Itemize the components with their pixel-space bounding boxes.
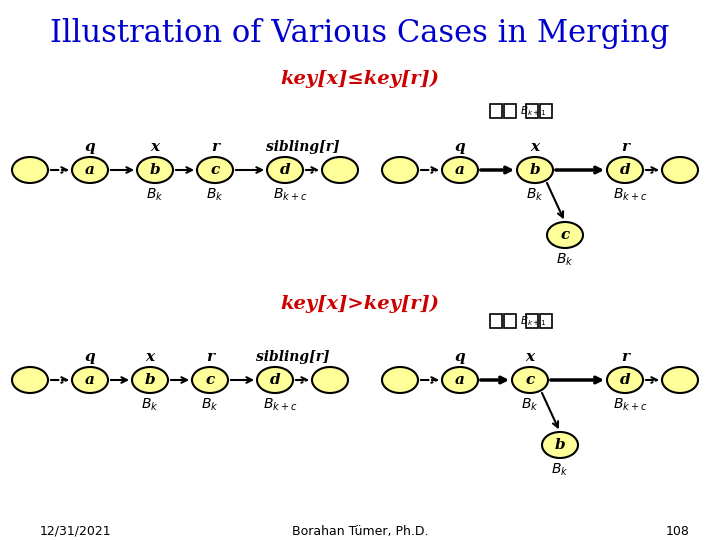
Text: 12/31/2021: 12/31/2021 <box>40 525 112 538</box>
Text: x: x <box>150 140 160 154</box>
Text: $B_{k+c}$: $B_{k+c}$ <box>273 187 307 204</box>
Text: $B_k$: $B_k$ <box>526 187 544 204</box>
Ellipse shape <box>12 367 48 393</box>
Text: 108: 108 <box>666 525 690 538</box>
Text: key[x]>key[r]): key[x]>key[r]) <box>281 295 439 313</box>
Text: x: x <box>526 350 534 364</box>
Ellipse shape <box>12 157 48 183</box>
Ellipse shape <box>132 367 168 393</box>
Text: b: b <box>554 438 565 452</box>
Text: q: q <box>85 140 95 154</box>
Bar <box>540 104 552 118</box>
Ellipse shape <box>382 367 418 393</box>
Bar <box>526 104 538 118</box>
Ellipse shape <box>662 157 698 183</box>
Ellipse shape <box>257 367 293 393</box>
Text: $B_{k+c}$: $B_{k+c}$ <box>263 397 297 414</box>
Text: d: d <box>270 373 280 387</box>
Text: x: x <box>145 350 155 364</box>
Ellipse shape <box>197 157 233 183</box>
Text: $B_k$: $B_k$ <box>521 397 539 414</box>
Ellipse shape <box>72 367 108 393</box>
Bar <box>490 314 502 328</box>
Text: Illustration of Various Cases in Merging: Illustration of Various Cases in Merging <box>50 18 670 49</box>
Ellipse shape <box>442 157 478 183</box>
Text: b: b <box>145 373 156 387</box>
Text: c: c <box>560 228 570 242</box>
Text: a: a <box>85 163 95 177</box>
Text: q: q <box>455 350 465 364</box>
Text: d: d <box>279 163 290 177</box>
Text: $B_k$: $B_k$ <box>552 462 569 478</box>
Ellipse shape <box>137 157 173 183</box>
Ellipse shape <box>607 157 643 183</box>
Text: a: a <box>85 373 95 387</box>
Ellipse shape <box>547 222 583 248</box>
Text: r: r <box>621 350 629 364</box>
Text: $B_k$: $B_k$ <box>557 252 574 268</box>
Text: $B_{k+c}$: $B_{k+c}$ <box>613 397 647 414</box>
Ellipse shape <box>607 367 643 393</box>
Text: a: a <box>455 163 465 177</box>
Text: q: q <box>455 140 465 154</box>
Text: b: b <box>530 163 540 177</box>
Text: $B_k$: $B_k$ <box>206 187 224 204</box>
Text: a: a <box>455 373 465 387</box>
Bar <box>504 314 516 328</box>
Ellipse shape <box>512 367 548 393</box>
Ellipse shape <box>542 432 578 458</box>
Text: r: r <box>206 350 214 364</box>
Ellipse shape <box>662 367 698 393</box>
Text: x: x <box>531 140 539 154</box>
Text: c: c <box>526 373 535 387</box>
Ellipse shape <box>382 157 418 183</box>
Bar <box>540 314 552 328</box>
Bar <box>504 104 516 118</box>
Text: key[x]≤key[r]): key[x]≤key[r]) <box>281 70 439 88</box>
Text: q: q <box>85 350 95 364</box>
Text: sibling[r]: sibling[r] <box>266 140 340 154</box>
Text: c: c <box>205 373 215 387</box>
Text: Borahan Tümer, Ph.D.: Borahan Tümer, Ph.D. <box>292 525 428 538</box>
Text: r: r <box>621 140 629 154</box>
Text: d: d <box>620 163 630 177</box>
Text: r: r <box>211 140 219 154</box>
Ellipse shape <box>312 367 348 393</box>
Text: $B_{k+1}$: $B_{k+1}$ <box>520 104 546 118</box>
Ellipse shape <box>517 157 553 183</box>
Ellipse shape <box>192 367 228 393</box>
Text: $B_k$: $B_k$ <box>141 397 158 414</box>
Text: c: c <box>210 163 220 177</box>
Bar <box>526 314 538 328</box>
Ellipse shape <box>322 157 358 183</box>
Ellipse shape <box>442 367 478 393</box>
Text: $B_k$: $B_k$ <box>202 397 219 414</box>
Ellipse shape <box>267 157 303 183</box>
Text: $B_{k+c}$: $B_{k+c}$ <box>613 187 647 204</box>
Text: b: b <box>150 163 161 177</box>
Text: $B_k$: $B_k$ <box>146 187 163 204</box>
Text: d: d <box>620 373 630 387</box>
Bar <box>490 104 502 118</box>
Text: sibling[r]: sibling[r] <box>256 350 330 364</box>
Ellipse shape <box>72 157 108 183</box>
Text: $B_{k+1}$: $B_{k+1}$ <box>520 314 546 328</box>
